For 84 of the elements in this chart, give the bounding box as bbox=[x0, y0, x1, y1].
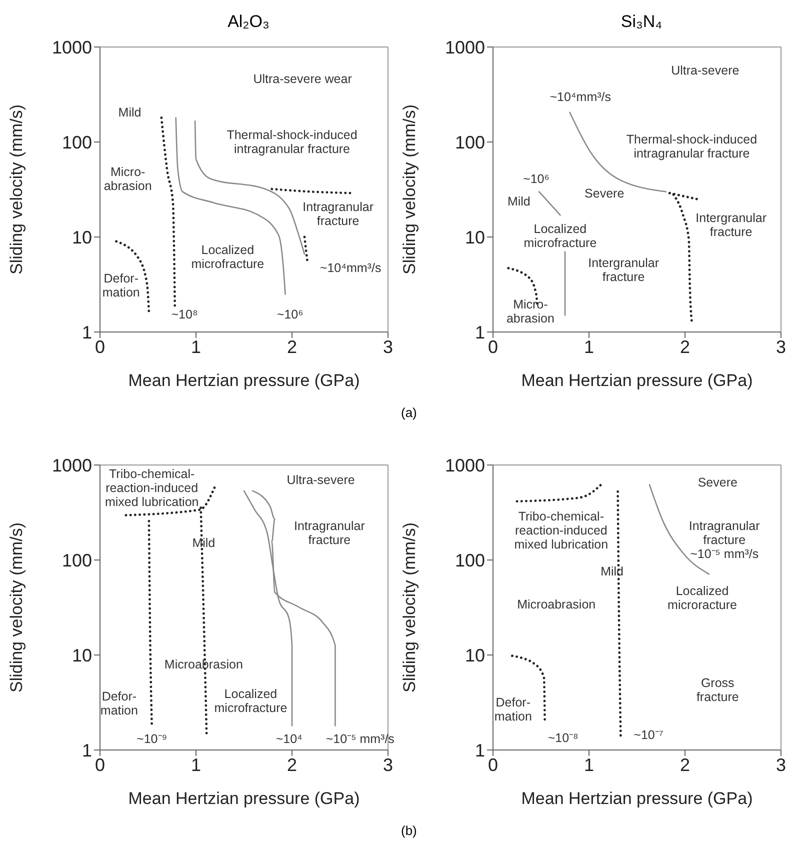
chart-title: Si₃N₄ bbox=[620, 12, 664, 32]
y-tick-label: 10 bbox=[464, 645, 485, 666]
x-tick-label: 2 bbox=[286, 754, 298, 775]
annotation: ~10⁴ bbox=[276, 732, 302, 746]
y-axis-title: Sliding velocity (mm/s) bbox=[7, 522, 26, 693]
annotation: Ultra-severe bbox=[286, 473, 355, 488]
annotation: Defor- mation bbox=[102, 272, 140, 300]
x-axis-title: Mean Hertzian pressure (GPa) bbox=[128, 371, 360, 390]
annotation: ~10⁶ bbox=[276, 308, 304, 322]
annotation: Mild bbox=[118, 106, 142, 120]
y-tick-label: 10 bbox=[72, 645, 92, 666]
annotation: Microabrasion bbox=[164, 658, 243, 672]
y-tick-label: 1 bbox=[474, 740, 485, 760]
annotation: Thermal-shock-induced intragranular fracture bbox=[226, 128, 358, 156]
annotation: Localized microfracture bbox=[524, 222, 597, 250]
x-tick-label: 0 bbox=[488, 754, 498, 775]
annotation: Mild bbox=[507, 194, 530, 209]
y-tick-label: 1 bbox=[82, 740, 92, 760]
annotation: Defor- mation bbox=[100, 690, 138, 718]
y-tick-label: 1 bbox=[474, 322, 485, 342]
chart-title: Al₂O₃ bbox=[226, 12, 270, 32]
x-axis-title: Mean Hertzian pressure (GPa) bbox=[521, 371, 753, 390]
annotation: ~10⁴mm³/s bbox=[550, 90, 612, 104]
annotation: Intragranular fracture bbox=[302, 200, 374, 228]
annotation: Tribo-chemical- reaction-induced mixed lubrication bbox=[514, 510, 608, 552]
annotation: Microabrasion bbox=[517, 598, 596, 612]
x-tick-label: 0 bbox=[488, 336, 498, 357]
annotation: ~10⁻⁷ bbox=[634, 728, 664, 742]
text: (a) bbox=[401, 405, 417, 420]
annotation: ~10⁻⁵ mm³/s bbox=[326, 732, 394, 746]
y-tick-label: 10 bbox=[464, 227, 485, 248]
annotation: Intragranular fracture bbox=[294, 519, 365, 548]
y-tick-label: 1000 bbox=[444, 37, 485, 58]
annotation: Thermal-shock-induced intragranular fracture bbox=[626, 132, 758, 161]
annotation: Mild bbox=[600, 564, 624, 579]
y-axis-title: Sliding velocity (mm/s) bbox=[400, 104, 420, 275]
x-tick-label: 1 bbox=[584, 754, 594, 775]
y-tick-label: 10 bbox=[72, 227, 92, 248]
annotation: ~10⁻⁹ bbox=[136, 732, 168, 746]
text: (b) bbox=[401, 823, 417, 838]
annotation: Gross fracture bbox=[696, 676, 739, 704]
annotation: ~10⁴mm³/s bbox=[320, 261, 382, 276]
annotation: ~10⁻⁸ bbox=[548, 731, 578, 746]
annotation: Intergranular fracture bbox=[696, 211, 767, 240]
y-tick-label: 1000 bbox=[52, 455, 92, 476]
y-axis-title: Sliding velocity (mm/s) bbox=[7, 104, 26, 275]
y-axis-title: Sliding velocity (mm/s) bbox=[400, 522, 420, 693]
annotation: Severe bbox=[584, 186, 624, 201]
x-tick-label: 3 bbox=[776, 336, 786, 357]
x-tick-label: 2 bbox=[680, 754, 690, 775]
x-axis-title: Mean Hertzian pressure (GPa) bbox=[128, 789, 360, 808]
annotation: Defor- mation bbox=[494, 696, 532, 724]
x-axis-title: Mean Hertzian pressure (GPa) bbox=[521, 789, 753, 808]
annotation: Localized microfracture bbox=[191, 243, 264, 272]
x-tick-label: 1 bbox=[584, 336, 594, 357]
annotation: Localized microracture bbox=[668, 584, 738, 612]
annotation: ~10⁶ bbox=[523, 172, 550, 186]
x-tick-label: 1 bbox=[190, 336, 202, 357]
x-tick-label: 2 bbox=[286, 336, 298, 357]
annotation: ~10⁸ bbox=[171, 308, 198, 322]
y-tick-label: 1000 bbox=[52, 37, 92, 58]
annotation: Ultra-severe wear bbox=[253, 72, 352, 86]
x-tick-label: 3 bbox=[382, 336, 394, 357]
annotation: Localized microfracture bbox=[214, 687, 288, 716]
x-tick-label: 0 bbox=[94, 754, 106, 775]
annotation: Severe bbox=[698, 476, 738, 490]
y-tick-label: 100 bbox=[454, 132, 485, 152]
y-tick-label: 100 bbox=[62, 550, 92, 570]
annotation: Intergranular fracture bbox=[588, 256, 659, 284]
x-tick-label: 0 bbox=[94, 336, 106, 357]
x-tick-label: 1 bbox=[190, 754, 202, 775]
x-tick-label: 2 bbox=[680, 336, 690, 357]
y-tick-label: 100 bbox=[62, 132, 92, 152]
annotation: Intragranular fracture ~10⁻⁵ mm³/s bbox=[688, 519, 760, 562]
y-tick-label: 1000 bbox=[444, 455, 485, 476]
annotation: Micro- abrasion bbox=[506, 298, 554, 326]
y-tick-label: 1 bbox=[82, 322, 92, 342]
y-tick-label: 100 bbox=[454, 550, 485, 570]
annotation: Ultra-severe bbox=[671, 64, 740, 78]
annotation: Micro- abrasion bbox=[104, 165, 152, 194]
annotation: Tribo-chemical- reaction-induced mixed lubrication bbox=[104, 467, 199, 510]
x-tick-label: 3 bbox=[382, 754, 394, 775]
annotation: Mild bbox=[192, 536, 216, 550]
x-tick-label: 3 bbox=[776, 754, 786, 775]
